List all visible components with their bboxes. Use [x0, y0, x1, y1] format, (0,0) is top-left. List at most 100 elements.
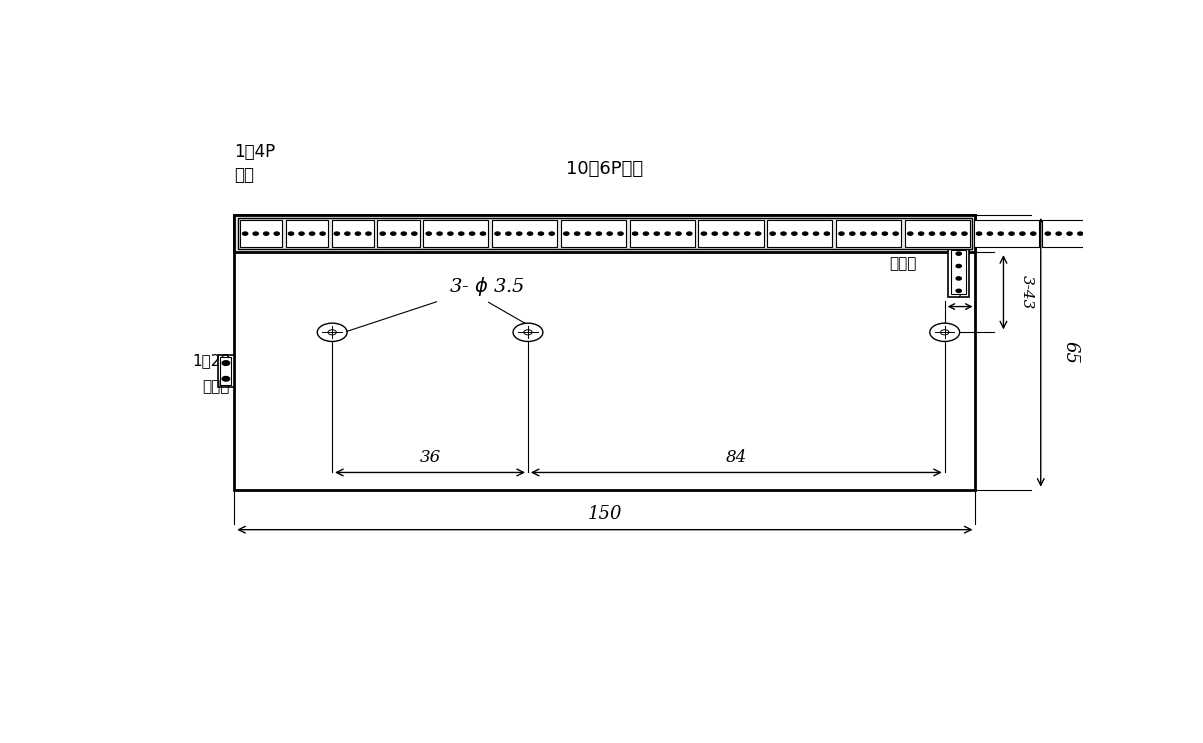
Circle shape	[745, 232, 749, 236]
Circle shape	[1067, 232, 1072, 236]
Circle shape	[813, 232, 819, 236]
Circle shape	[734, 232, 739, 236]
Text: 1个4P: 1个4P	[235, 143, 275, 160]
Circle shape	[298, 232, 304, 236]
Circle shape	[687, 232, 692, 236]
Circle shape	[516, 232, 522, 236]
Circle shape	[701, 232, 706, 236]
Circle shape	[401, 232, 407, 236]
Circle shape	[223, 377, 230, 381]
Circle shape	[253, 232, 259, 236]
Circle shape	[930, 232, 935, 236]
Text: 65: 65	[1061, 341, 1079, 364]
Circle shape	[941, 232, 946, 236]
Circle shape	[860, 232, 866, 236]
Bar	[905, 220, 970, 247]
Circle shape	[309, 232, 315, 236]
Bar	[768, 220, 832, 247]
Circle shape	[586, 232, 591, 236]
Circle shape	[608, 232, 612, 236]
Circle shape	[1009, 232, 1014, 236]
Bar	[1043, 220, 1108, 247]
Circle shape	[956, 265, 961, 267]
Circle shape	[345, 232, 350, 236]
Circle shape	[665, 232, 670, 236]
Circle shape	[458, 232, 464, 236]
Bar	[286, 220, 328, 247]
Bar	[378, 220, 420, 247]
Circle shape	[893, 232, 899, 236]
Circle shape	[988, 232, 992, 236]
Bar	[218, 355, 235, 386]
Bar	[238, 218, 972, 249]
Circle shape	[575, 232, 580, 236]
Circle shape	[1056, 232, 1061, 236]
Circle shape	[494, 232, 500, 236]
Circle shape	[871, 232, 877, 236]
Text: 电源口: 电源口	[202, 379, 230, 394]
Text: 3-43: 3-43	[1020, 275, 1035, 309]
Circle shape	[644, 232, 648, 236]
Circle shape	[770, 232, 775, 236]
Circle shape	[977, 232, 982, 236]
Circle shape	[618, 232, 623, 236]
Text: 网口: 网口	[235, 166, 254, 184]
Text: 7: 7	[955, 287, 965, 301]
Circle shape	[380, 232, 385, 236]
Bar	[235, 215, 976, 490]
Circle shape	[633, 232, 638, 236]
Circle shape	[956, 277, 961, 280]
Circle shape	[549, 232, 555, 236]
Circle shape	[318, 323, 348, 342]
Circle shape	[956, 289, 961, 293]
Circle shape	[289, 232, 294, 236]
Circle shape	[849, 232, 855, 236]
Circle shape	[907, 232, 913, 236]
Circle shape	[320, 232, 325, 236]
Circle shape	[1020, 232, 1025, 236]
Circle shape	[411, 232, 417, 236]
Text: 电源口: 电源口	[889, 256, 917, 270]
Circle shape	[1089, 232, 1094, 236]
Bar	[332, 220, 374, 247]
Circle shape	[998, 232, 1003, 236]
Circle shape	[1031, 232, 1036, 236]
Circle shape	[802, 232, 808, 236]
Text: 36: 36	[420, 449, 440, 466]
Circle shape	[355, 232, 361, 236]
Circle shape	[838, 232, 845, 236]
Circle shape	[512, 323, 543, 342]
Circle shape	[328, 330, 337, 335]
Circle shape	[597, 232, 602, 236]
Circle shape	[918, 232, 924, 236]
Bar	[973, 220, 1038, 247]
Circle shape	[962, 232, 967, 236]
Bar	[239, 220, 282, 247]
Text: 150: 150	[587, 504, 622, 523]
Bar	[492, 220, 557, 247]
Circle shape	[448, 232, 454, 236]
Bar	[423, 220, 488, 247]
Circle shape	[952, 232, 956, 236]
Circle shape	[1045, 232, 1050, 236]
Circle shape	[564, 232, 569, 236]
Text: 3- $\phi$ 3.5: 3- $\phi$ 3.5	[449, 275, 525, 298]
Circle shape	[391, 232, 396, 236]
Circle shape	[274, 232, 279, 236]
Circle shape	[426, 232, 432, 236]
Text: 1个2P: 1个2P	[192, 353, 230, 368]
Circle shape	[712, 232, 717, 236]
Circle shape	[527, 232, 533, 236]
Circle shape	[882, 232, 888, 236]
Bar	[220, 357, 231, 385]
Circle shape	[437, 232, 443, 236]
Bar	[235, 215, 976, 252]
Bar	[948, 248, 968, 296]
Bar	[952, 250, 966, 294]
Circle shape	[263, 232, 268, 236]
Circle shape	[480, 232, 486, 236]
Circle shape	[1078, 232, 1083, 236]
Circle shape	[523, 330, 532, 335]
Bar	[699, 220, 764, 247]
Bar	[629, 220, 695, 247]
